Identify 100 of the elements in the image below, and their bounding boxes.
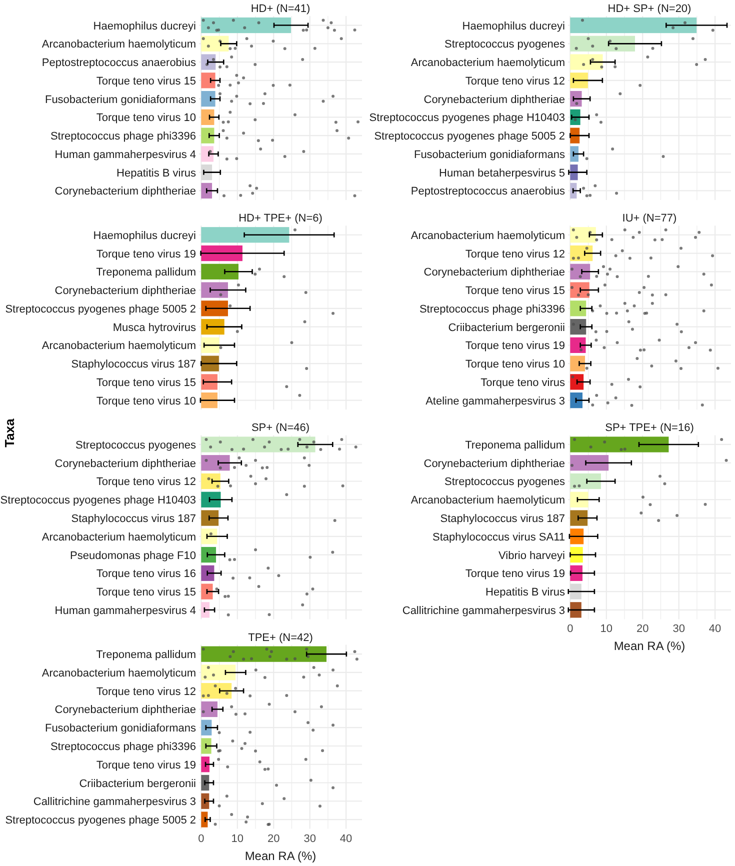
y-tick-label: Streptococcus pyogenes phage 5005 2 <box>374 130 565 143</box>
bar <box>570 227 596 243</box>
bar <box>201 374 218 390</box>
bar <box>201 646 326 662</box>
y-tick-label: Streptococcus phage phi3396 <box>50 130 196 143</box>
bar <box>570 356 586 372</box>
bar <box>570 337 586 353</box>
bar <box>570 182 577 199</box>
bar <box>201 510 219 526</box>
y-tick-label: Staphylococcus virus SA11 <box>432 531 565 544</box>
y-tick-label: Arcanobacterium haemolyticum <box>410 494 565 507</box>
bar <box>201 356 219 372</box>
y-tick-label: Fusobacterium gonidiaformans <box>44 722 196 735</box>
y-tick-label: Torque teno virus 12 <box>465 248 565 260</box>
bar <box>570 602 582 618</box>
bar <box>201 602 210 618</box>
y-tick-label: Staphylococcus virus 187 <box>440 513 565 526</box>
y-tick-label: Torque teno virus 12 <box>96 476 196 488</box>
bar <box>570 374 584 390</box>
y-tick-label: Staphylococcus virus 187 <box>71 358 196 371</box>
x-tick-label: 30 <box>304 832 316 845</box>
y-tick-label: Fusobacterium gonidiaformans <box>44 94 196 106</box>
bar <box>570 72 588 88</box>
bar <box>570 17 697 34</box>
bar <box>201 227 290 243</box>
y-tick-label: Peptostreptococcus anaerobius <box>42 57 196 70</box>
bar <box>201 392 218 408</box>
y-tick-label: Corynebacterium diphtheriae <box>424 94 565 106</box>
y-tick-label: Torque teno virus 10 <box>96 395 196 408</box>
y-tick-label: Torque teno virus 19 <box>465 568 565 580</box>
bar <box>201 756 210 772</box>
bar <box>570 54 603 70</box>
bar <box>201 664 236 680</box>
y-tick-label: Torque teno virus 12 <box>465 75 565 88</box>
x-tick-label: 40 <box>340 832 352 845</box>
y-tick-label: Ateline gammaherpesvirus 3 <box>426 395 565 408</box>
bar <box>201 109 214 126</box>
y-tick-label: Streptococcus pyogenes <box>444 38 566 51</box>
x-axis-title: Mean RA (%) <box>614 639 686 654</box>
x-tick-label: 20 <box>267 832 280 845</box>
bar <box>570 146 579 162</box>
y-tick-label: Human gammaherpesvirus 4 <box>54 604 196 617</box>
bar <box>201 182 212 199</box>
y-tick-label: Torque teno virus 10 <box>96 112 196 124</box>
y-tick-label: Torque teno virus 19 <box>96 759 196 772</box>
y-tick-label: Hepatitis B virus <box>486 586 566 599</box>
bar <box>201 546 216 563</box>
chart-title: SP+ (N=46) <box>251 422 310 434</box>
y-tick-label: Streptococcus phage phi3396 <box>50 740 196 753</box>
y-tick-label: Criibacterium bergeronii <box>79 778 196 790</box>
y-tick-label: Streptococcus pyogenes <box>76 439 196 452</box>
y-tick-label: Streptococcus pyogenes phage H10403 <box>369 112 565 124</box>
x-tick-label: 0 <box>198 832 204 845</box>
chart-title: HD+ TPE+ (N=6) <box>238 212 322 225</box>
y-tick-label: Streptococcus pyogenes <box>444 476 566 488</box>
y-tick-label: Peptostreptococcus anaerobius <box>410 186 566 198</box>
y-tick-label: Torque teno virus 15 <box>96 586 196 599</box>
y-tick-label: Musca hytrovirus <box>112 322 196 334</box>
y-tick-label: Haemophilus ducreyi <box>93 20 196 32</box>
bar <box>201 812 208 828</box>
bar <box>201 584 213 600</box>
bar <box>570 528 584 544</box>
bar <box>201 300 228 316</box>
y-tick-label: Streptococcus pyogenes phage 5005 2 <box>5 303 196 316</box>
x-tick-label: 20 <box>636 623 649 636</box>
bar <box>201 264 238 280</box>
y-tick-label: Torque teno virus 19 <box>465 340 565 352</box>
y-tick-label: Corynebacterium diphtheriae <box>424 458 565 470</box>
y-tick-label: Criibacterium bergeronii <box>448 322 565 334</box>
y-tick-label: Hepatitis B virus <box>116 167 196 180</box>
y-tick-label: Torque teno virus 15 <box>96 75 196 88</box>
y-tick-label: Callitrichine gammaherpesvirus 3 <box>402 604 565 617</box>
bar <box>570 492 588 508</box>
x-tick-label: 30 <box>672 623 685 636</box>
y-tick-label: Corynebacterium diphtheriae <box>54 285 196 298</box>
bar <box>570 36 636 52</box>
y-tick-label: Streptococcus pyogenes phage 5005 2 <box>5 814 196 827</box>
bar <box>570 128 580 144</box>
bar <box>201 455 230 471</box>
bar <box>570 473 601 490</box>
bar <box>201 337 220 353</box>
chart-title: HD+ SP+ (N=20) <box>608 3 692 15</box>
y-tick-label: Arcanobacterium haemolyticum <box>42 667 196 680</box>
bar <box>201 128 214 144</box>
y-tick-label: Corynebacterium diphtheriae <box>54 186 196 198</box>
y-tick-label: Treponema pallidum <box>96 649 196 662</box>
y-tick-label: Torque teno virus 16 <box>96 568 196 580</box>
y-tick-label: Torque teno virus 15 <box>465 285 565 298</box>
y-tick-label: Staphylococcus virus 187 <box>71 513 196 526</box>
y-tick-label: Torque teno virus 15 <box>96 376 196 389</box>
y-tick-label: Corynebacterium diphtheriae <box>424 266 565 279</box>
chart-title: SP+ TPE+ (N=16) <box>605 422 694 434</box>
y-tick-label: Streptococcus pyogenes phage H10403 <box>0 494 196 507</box>
y-tick-label: Human betaherpesvirus 5 <box>439 167 565 180</box>
y-tick-label: Torque teno virus 10 <box>465 358 565 371</box>
y-tick-label: Treponema pallidum <box>96 266 196 279</box>
chart-title: HD+ (N=41) <box>250 3 310 15</box>
y-axis-title: Taxa <box>2 418 17 448</box>
chart-title: IU+ (N=77) <box>622 212 677 225</box>
bar <box>201 318 224 335</box>
